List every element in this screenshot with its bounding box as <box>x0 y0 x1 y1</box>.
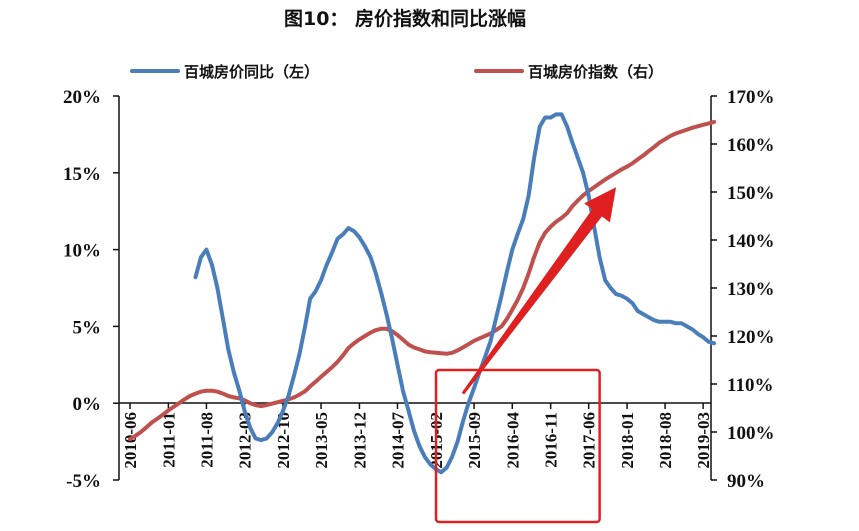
right-tick-label: 100% <box>727 423 775 444</box>
right-tick-group: 90% 100% 110% 120% 130% 140% 150% 160% 170% <box>711 87 775 492</box>
x-tick-label: 2012-03 <box>236 412 255 469</box>
right-tick-label: 170% <box>727 87 775 108</box>
series-layer <box>128 112 717 475</box>
x-tick-label: 2017-06 <box>580 412 599 469</box>
x-tick-label: 2019-03 <box>694 412 713 469</box>
x-tick-label: 2016-04 <box>503 412 522 469</box>
right-tick-label: 110% <box>727 375 773 396</box>
chart-title: 图10： 房价指数和同比涨幅 <box>284 7 526 30</box>
left-tick-group: -5% 0% 5% 10% 15% 20% <box>63 87 119 492</box>
x-tick-label: 2013-12 <box>350 412 369 469</box>
highlight-box <box>434 368 601 524</box>
legend-label-yoy: 百城房价同比（左） <box>184 63 319 81</box>
x-tick-label: 2018-01 <box>618 412 637 469</box>
x-tick-label: 2014-07 <box>388 412 407 469</box>
left-tick-label: 20% <box>63 87 101 108</box>
left-tick-label: 10% <box>63 241 101 262</box>
x-tick-label: 2018-08 <box>656 412 675 469</box>
right-tick-label: 140% <box>727 231 775 252</box>
legend: 百城房价同比（左） 百城房价指数（右） <box>130 63 663 81</box>
annotation-layer <box>434 187 617 524</box>
x-tick-group: 2010-06 2011-01 2011-08 2012-03 2012-10 2013-… <box>121 403 713 469</box>
left-tick-label: 5% <box>73 317 102 338</box>
right-tick-label: 150% <box>727 183 775 204</box>
left-tick-label: 15% <box>63 164 101 185</box>
right-tick-label: 120% <box>727 327 775 348</box>
x-tick-label: 2012-10 <box>274 412 293 469</box>
right-y-axis: 90% 100% 110% 120% 130% 140% 150% 160% 170% <box>710 87 775 492</box>
series-line-index <box>128 119 717 442</box>
left-y-axis: -5% 0% 5% 10% 15% 20% <box>63 87 120 492</box>
x-tick-label: 2011-08 <box>197 412 216 468</box>
right-tick-label: 160% <box>727 135 775 156</box>
x-tick-label: 2015-09 <box>465 412 484 469</box>
x-tick-label: 2011-01 <box>159 412 178 468</box>
series-line-yoy <box>193 112 717 475</box>
trend-arrow <box>461 187 617 395</box>
left-tick-label: 0% <box>73 394 102 415</box>
legend-label-index: 百城房价指数（右） <box>528 63 663 81</box>
x-axis: 2010-06 2011-01 2011-08 2012-03 2012-10 2013-… <box>119 402 713 469</box>
x-tick-label: 2013-05 <box>312 412 331 469</box>
x-tick-label: 2016-11 <box>542 412 561 468</box>
right-tick-label: 90% <box>727 471 765 492</box>
left-tick-label: -5% <box>66 471 101 492</box>
right-tick-label: 130% <box>727 279 775 300</box>
